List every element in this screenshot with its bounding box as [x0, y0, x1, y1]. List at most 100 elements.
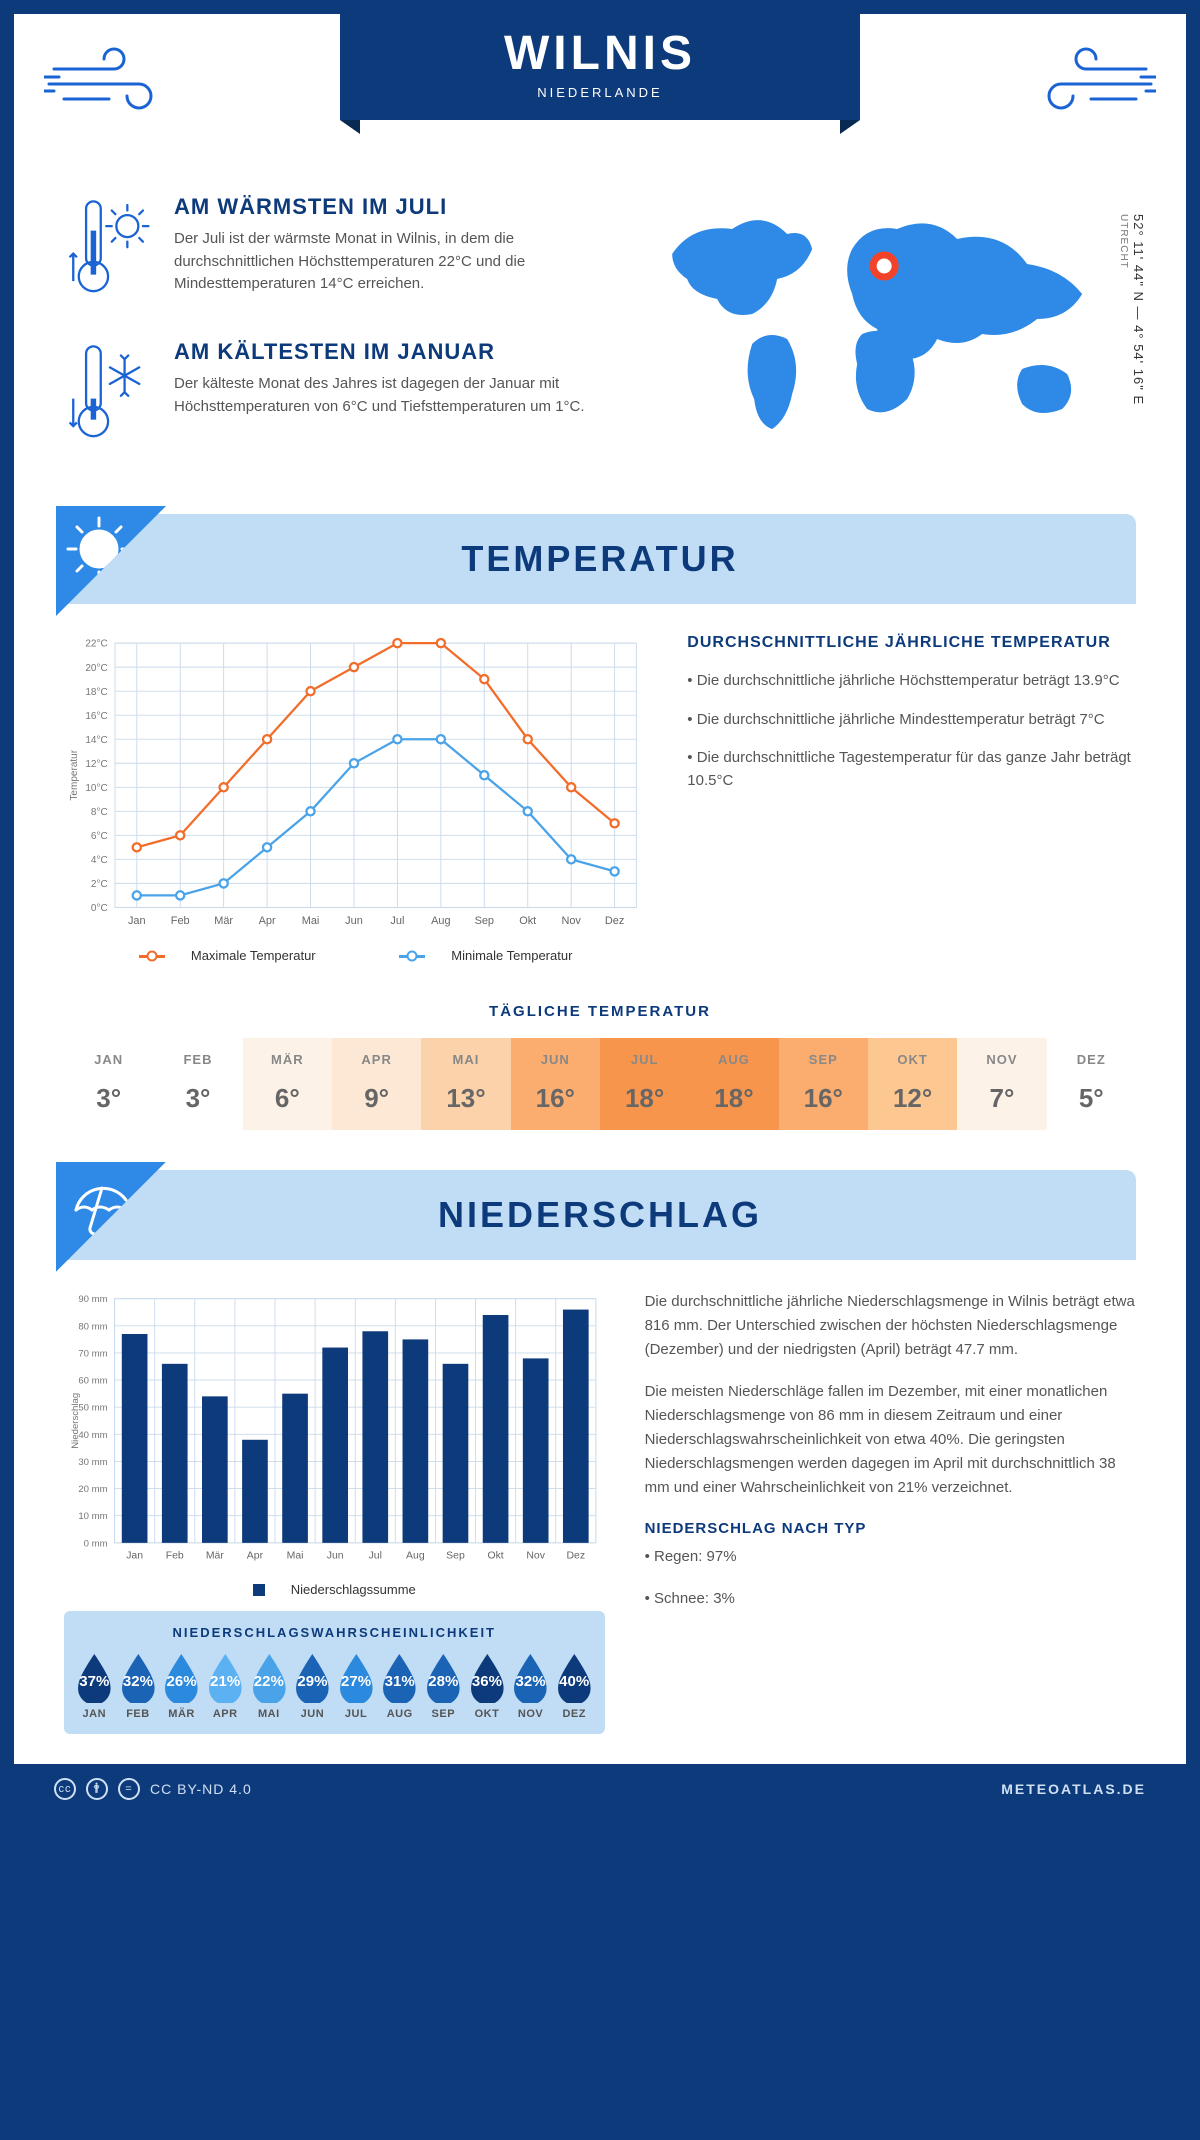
svg-text:Mai: Mai: [287, 1550, 304, 1561]
prob-cell: 32% NOV: [510, 1652, 551, 1720]
daily-temp-cell: JUL 18°: [600, 1038, 689, 1130]
prob-cell: 28% SEP: [423, 1652, 464, 1720]
svg-text:6°C: 6°C: [91, 831, 108, 842]
prob-cell: 29% JUN: [292, 1652, 333, 1720]
svg-text:Okt: Okt: [487, 1550, 503, 1561]
temperature-chart: 0°C2°C4°C6°C8°C10°C12°C14°C16°C18°C20°C2…: [64, 634, 647, 963]
prob-cell: 22% MAI: [249, 1652, 290, 1720]
svg-text:16°C: 16°C: [85, 711, 107, 722]
prob-cell: 27% JUL: [336, 1652, 377, 1720]
svg-text:2°C: 2°C: [91, 879, 108, 890]
daily-temp-cell: MÄR 6°: [243, 1038, 332, 1130]
svg-text:Mär: Mär: [214, 915, 233, 927]
thermometer-hot-icon: [64, 194, 154, 309]
svg-text:Jun: Jun: [327, 1550, 344, 1561]
brand: METEOATLAS.DE: [1001, 1781, 1146, 1797]
svg-text:Feb: Feb: [171, 915, 190, 927]
svg-text:Temperatur: Temperatur: [69, 749, 80, 800]
section-banner-precipitation: NIEDERSCHLAG: [64, 1170, 1136, 1260]
svg-text:Nov: Nov: [561, 915, 581, 927]
daily-temp-cell: JUN 16°: [511, 1038, 600, 1130]
daily-temp-cell: SEP 16°: [779, 1038, 868, 1130]
svg-text:Aug: Aug: [406, 1550, 425, 1561]
daily-temp-cell: FEB 3°: [153, 1038, 242, 1130]
svg-text:0 mm: 0 mm: [84, 1538, 108, 1549]
fact-warmest: AM WÄRMSTEN IM JULI Der Juli ist der wär…: [64, 194, 598, 309]
wind-icon: [44, 39, 184, 119]
svg-text:Jul: Jul: [390, 915, 404, 927]
daily-temp-title: TÄGLICHE TEMPERATUR: [14, 1003, 1186, 1020]
svg-text:20°C: 20°C: [85, 663, 107, 674]
fact-title: AM WÄRMSTEN IM JULI: [174, 194, 598, 220]
fact-text: Der kälteste Monat des Jahres ist dagege…: [174, 373, 598, 418]
daily-temp-cell: NOV 7°: [957, 1038, 1046, 1130]
title-banner: WILNIS NIEDERLANDE: [340, 14, 860, 120]
fact-coldest: AM KÄLTESTEN IM JANUAR Der kälteste Mona…: [64, 339, 598, 454]
world-map: [628, 194, 1136, 454]
svg-text:18°C: 18°C: [85, 687, 107, 698]
precipitation-chart: 0 mm 10 mm 20 mm 30 mm 40 mm 50 mm 60 mm 70 mm 8…: [64, 1290, 605, 1597]
svg-text:4°C: 4°C: [91, 855, 108, 866]
svg-text:30 mm: 30 mm: [78, 1457, 107, 1468]
thermometer-cold-icon: [64, 339, 154, 454]
svg-text:Sep: Sep: [446, 1550, 465, 1561]
svg-text:Jan: Jan: [126, 1550, 143, 1561]
prob-cell: 21% APR: [205, 1652, 246, 1720]
prob-cell: 36% OKT: [467, 1652, 508, 1720]
svg-text:50 mm: 50 mm: [78, 1402, 107, 1413]
city-name: WILNIS: [340, 26, 860, 81]
svg-text:40 mm: 40 mm: [78, 1430, 107, 1441]
svg-text:Feb: Feb: [166, 1550, 184, 1561]
prob-cell: 26% MÄR: [161, 1652, 202, 1720]
svg-text:60 mm: 60 mm: [78, 1375, 107, 1386]
svg-text:Okt: Okt: [519, 915, 536, 927]
svg-text:Jan: Jan: [128, 915, 146, 927]
precipitation-info: Die durchschnittliche jährliche Niedersc…: [645, 1290, 1136, 1734]
svg-text:Apr: Apr: [259, 915, 276, 927]
fact-text: Der Juli ist der wärmste Monat in Wilnis…: [174, 228, 598, 296]
svg-text:Niederschlag: Niederschlag: [70, 1393, 81, 1449]
section-banner-temperature: TEMPERATUR: [64, 514, 1136, 604]
svg-text:Jun: Jun: [345, 915, 363, 927]
daily-temp-cell: AUG 18°: [689, 1038, 778, 1130]
svg-text:70 mm: 70 mm: [78, 1348, 107, 1359]
fact-title: AM KÄLTESTEN IM JANUAR: [174, 339, 598, 365]
svg-text:Mai: Mai: [302, 915, 320, 927]
prob-cell: 40% DEZ: [554, 1652, 595, 1720]
header: WILNIS NIEDERLANDE: [14, 14, 1186, 164]
daily-temp-cell: OKT 12°: [868, 1038, 957, 1130]
svg-text:8°C: 8°C: [91, 807, 108, 818]
cc-icon: cc: [54, 1778, 76, 1800]
precipitation-legend: Niederschlagssumme: [64, 1582, 605, 1597]
coordinates: 52° 11' 44" N — 4° 54' 16" E UTRECHT: [1116, 214, 1146, 405]
temperature-info: DURCHSCHNITTLICHE JÄHRLICHE TEMPERATUR •…: [687, 634, 1136, 963]
svg-text:Mär: Mär: [206, 1550, 225, 1561]
country-name: NIEDERLANDE: [340, 85, 860, 100]
by-icon: 🛉: [86, 1778, 108, 1800]
svg-text:80 mm: 80 mm: [78, 1321, 107, 1332]
svg-text:Sep: Sep: [475, 915, 494, 927]
daily-temp-cell: APR 9°: [332, 1038, 421, 1130]
svg-text:12°C: 12°C: [85, 759, 107, 770]
daily-temp-cell: MAI 13°: [421, 1038, 510, 1130]
svg-text:22°C: 22°C: [85, 639, 107, 650]
svg-text:14°C: 14°C: [85, 735, 107, 746]
svg-text:Dez: Dez: [605, 915, 624, 927]
svg-text:10 mm: 10 mm: [78, 1511, 107, 1522]
svg-text:Aug: Aug: [431, 915, 450, 927]
daily-temp-cell: JAN 3°: [64, 1038, 153, 1130]
daily-temp-cell: DEZ 5°: [1047, 1038, 1136, 1130]
svg-text:Dez: Dez: [567, 1550, 586, 1561]
prob-cell: 32% FEB: [118, 1652, 159, 1720]
svg-text:90 mm: 90 mm: [78, 1294, 107, 1305]
temperature-legend: Maximale Temperatur Minimale Temperatur: [64, 948, 647, 963]
daily-temp-row: JAN 3° FEB 3° MÄR 6° APR 9° MAI 13° JUN …: [64, 1038, 1136, 1130]
nd-icon: =: [118, 1778, 140, 1800]
license-text: CC BY-ND 4.0: [150, 1781, 252, 1797]
svg-text:Jul: Jul: [369, 1550, 382, 1561]
precipitation-probability: NIEDERSCHLAGSWAHRSCHEINLICHKEIT 37% JAN …: [64, 1611, 605, 1734]
svg-text:20 mm: 20 mm: [78, 1484, 107, 1495]
svg-text:0°C: 0°C: [91, 903, 108, 914]
prob-cell: 37% JAN: [74, 1652, 115, 1720]
svg-text:Nov: Nov: [526, 1550, 545, 1561]
